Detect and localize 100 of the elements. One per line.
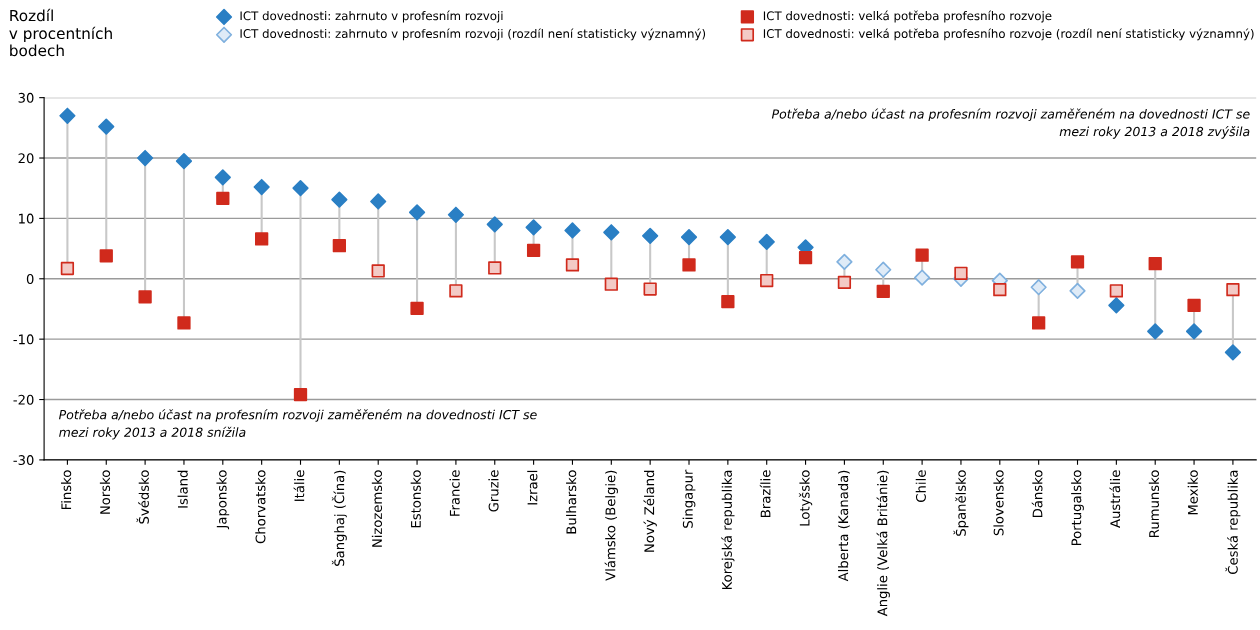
point [408, 204, 426, 221]
point [875, 261, 892, 278]
point [331, 191, 348, 208]
x-tick-label: Česká republika [1225, 470, 1241, 574]
point [682, 258, 696, 272]
y-tick-label: 10 [19, 213, 34, 224]
point [1030, 279, 1047, 296]
point [642, 227, 659, 245]
point [913, 269, 931, 286]
y-tick-label: 20 [18, 153, 34, 164]
x-tick-label: Portugalsko [1071, 470, 1084, 546]
point [1187, 298, 1201, 312]
point [214, 169, 231, 186]
point [1069, 282, 1086, 299]
annotation: Potřeba a/nebo účast na profesním rozvoji zaměřeném na dovednosti ICT se mezi roky 2013 a 2018 snížila [58, 409, 537, 440]
y-tick-label: 0 [26, 274, 34, 284]
legend-label: ICT dovednosti: zahrnuto v profesním rozvoji [240, 10, 503, 23]
x-tick-label: Bulharsko [566, 470, 577, 534]
point [604, 277, 618, 291]
point [216, 191, 230, 206]
x-tick-label: Slovensko [993, 470, 1004, 536]
point [954, 266, 968, 280]
point [99, 249, 113, 263]
point [565, 258, 580, 272]
point [680, 228, 698, 246]
point [255, 232, 269, 246]
x-tick-label: Anglie (Velká Británie) [876, 470, 890, 617]
point [332, 238, 347, 253]
point [603, 224, 620, 241]
point [564, 222, 581, 239]
point [760, 273, 774, 288]
x-tick-label: Chorvatsko [255, 470, 266, 544]
point [1109, 284, 1124, 298]
point [138, 290, 152, 304]
point [876, 284, 890, 299]
x-tick-label: Vlámsko (Belgie) [604, 470, 618, 581]
point [370, 193, 387, 210]
x-tick-label: Mexiko [1187, 470, 1198, 515]
point [60, 261, 75, 276]
x-tick-label: Španělsko [953, 470, 969, 536]
point [721, 295, 735, 309]
x-tick-label: Nový Zéland [643, 470, 657, 552]
point [449, 284, 463, 298]
x-tick-label: Rumunsko [1148, 470, 1160, 537]
x-tick-label: Gruzie [488, 470, 499, 512]
point [526, 243, 541, 258]
x-tick-label: Island [177, 470, 188, 508]
point [643, 282, 657, 296]
x-tick-label: Šanghaj (Čína) [331, 470, 347, 566]
legend-label: ICT dovednosti: velká potřeba profesního rozvoje [763, 10, 1052, 23]
point [915, 248, 929, 262]
point [293, 388, 308, 402]
point [371, 264, 385, 278]
y-tick-label: -10 [13, 334, 34, 345]
point [1224, 344, 1242, 361]
y-tick-label: 30 [18, 92, 34, 103]
point [837, 275, 852, 290]
point [993, 282, 1007, 297]
x-tick-label: Chile [915, 470, 926, 502]
y-axis-title: Rozdíl v procentních bodech [9, 8, 112, 57]
legend-label: ICT dovednosti: zahrnuto v profesním rozvoji (rozdíl není statisticky významný) [240, 28, 706, 41]
point [798, 250, 813, 265]
x-tick-label: Itálie [293, 470, 305, 501]
x-tick-label: Finsko [61, 470, 72, 510]
point [1108, 297, 1125, 314]
y-tick-label: -30 [13, 455, 34, 466]
point [447, 206, 465, 223]
point [177, 316, 191, 330]
point [292, 180, 309, 197]
x-tick-label: Japonsko [216, 470, 230, 530]
annotation: Potřeba a/nebo účast na profesním rozvoji zaměřeném na dovednosti ICT se mezi roky 2013 a 2018 zvýšila [771, 108, 1250, 139]
point [486, 216, 503, 233]
point [175, 152, 193, 170]
point [1070, 255, 1085, 269]
x-tick-label: Austrálie [1109, 470, 1121, 528]
x-tick-label: Dánsko [1031, 470, 1043, 518]
point [410, 301, 424, 316]
x-tick-label: Nizozemsko [371, 470, 383, 547]
point [758, 233, 775, 251]
point [1226, 282, 1240, 297]
point [253, 178, 270, 196]
point [136, 149, 154, 167]
x-tick-label: Brazílie [759, 470, 771, 517]
x-tick-label: Singapur [682, 469, 696, 528]
x-tick-label: Švédsko [136, 470, 149, 524]
point [1032, 316, 1046, 330]
x-tick-label: Norsko [99, 470, 111, 514]
y-tick-label: -20 [13, 394, 34, 405]
point [1185, 323, 1203, 340]
point [1147, 323, 1164, 340]
point [836, 253, 853, 270]
legend-label: ICT dovednosti: velká potřeba profesního rozvoje (rozdíl není statisticky významný) [763, 28, 1254, 41]
point [1148, 257, 1162, 271]
x-tick-label: Francie [449, 470, 460, 516]
point [59, 107, 76, 124]
x-tick-label: Lotyšsko [798, 470, 813, 526]
x-tick-label: Estonsko [410, 470, 421, 528]
x-tick-label: Izrael [527, 470, 538, 505]
point [488, 261, 502, 275]
point [525, 219, 542, 236]
